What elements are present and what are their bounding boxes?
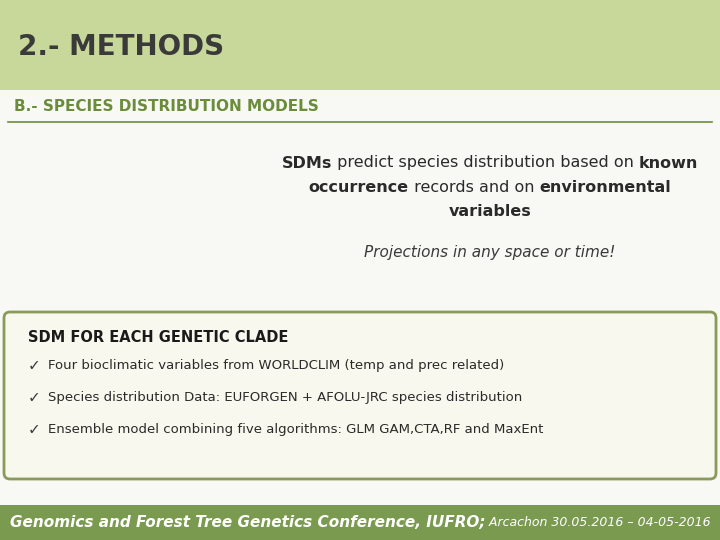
Text: Genomics and Forest Tree Genetics Conference, IUFRO;: Genomics and Forest Tree Genetics Confer…	[10, 515, 485, 530]
Text: 2.- METHODS: 2.- METHODS	[18, 33, 224, 61]
Text: Arcachon 30.05.2016 – 04-05-2016: Arcachon 30.05.2016 – 04-05-2016	[485, 516, 711, 529]
FancyBboxPatch shape	[4, 312, 716, 479]
Text: variables: variables	[449, 204, 531, 219]
Text: Four bioclimatic variables from WORLDCLIM (temp and prec related): Four bioclimatic variables from WORLDCLI…	[48, 360, 504, 373]
Text: known: known	[639, 156, 698, 171]
Text: SDMs: SDMs	[282, 156, 332, 171]
Bar	[0, 90, 720, 505]
Text: Species distribution Data: EUFORGEN + AFOLU-JRC species distribution: Species distribution Data: EUFORGEN + AF…	[48, 392, 522, 404]
Bar	[0, 0, 720, 90]
Text: records and on: records and on	[409, 179, 539, 194]
Text: Ensemble model combining five algorithms: GLM GAM,CTA,RF and MaxEnt: Ensemble model combining five algorithms…	[48, 423, 544, 436]
Text: Projections in any space or time!: Projections in any space or time!	[364, 246, 616, 260]
Text: ✓: ✓	[28, 422, 41, 437]
Text: predict species distribution based on: predict species distribution based on	[332, 156, 639, 171]
Text: SDM FOR EACH GENETIC CLADE: SDM FOR EACH GENETIC CLADE	[28, 330, 289, 346]
Text: ✓: ✓	[28, 390, 41, 406]
Text: environmental: environmental	[539, 179, 671, 194]
Text: ✓: ✓	[28, 359, 41, 374]
Text: occurrence: occurrence	[309, 179, 409, 194]
Bar	[0, 505, 720, 540]
Text: B.- SPECIES DISTRIBUTION MODELS: B.- SPECIES DISTRIBUTION MODELS	[14, 99, 319, 114]
